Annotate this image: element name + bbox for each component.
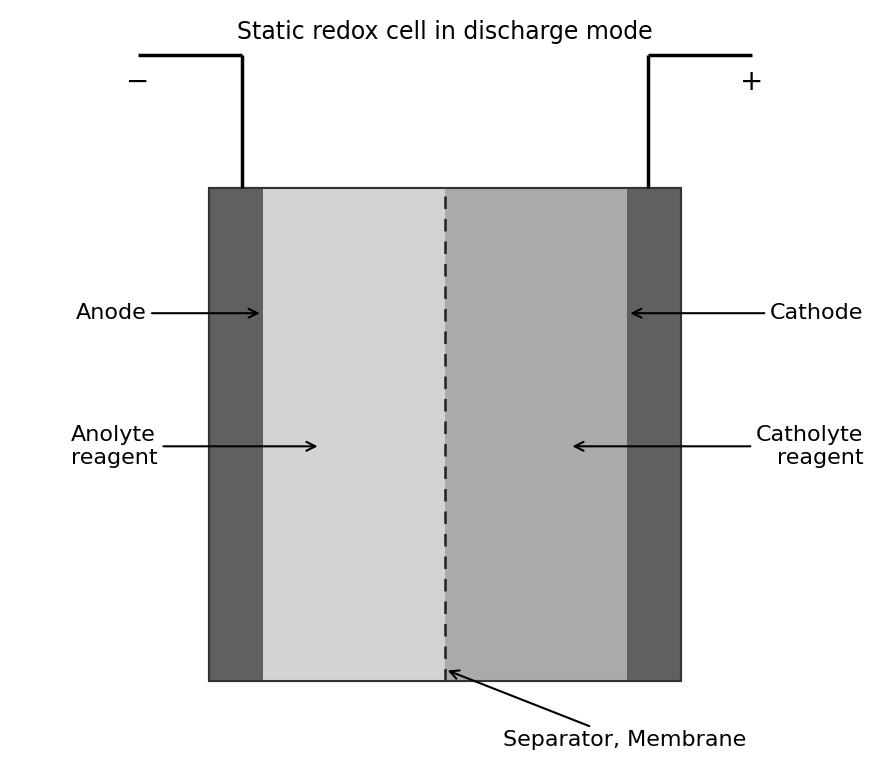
Bar <box>627 188 681 681</box>
Text: Cathode: Cathode <box>633 303 863 323</box>
Text: Separator, Membrane: Separator, Membrane <box>449 670 746 750</box>
Text: +: + <box>740 68 764 96</box>
Text: Anode: Anode <box>76 303 257 323</box>
Bar <box>209 188 681 681</box>
Text: −: − <box>126 68 150 96</box>
Bar <box>209 188 681 681</box>
Text: Anolyte
reagent: Anolyte reagent <box>71 424 315 468</box>
Bar <box>263 188 445 681</box>
Bar <box>445 188 627 681</box>
Text: Catholyte
reagent: Catholyte reagent <box>575 424 863 468</box>
Text: Static redox cell in discharge mode: Static redox cell in discharge mode <box>238 20 652 44</box>
Bar <box>209 188 263 681</box>
